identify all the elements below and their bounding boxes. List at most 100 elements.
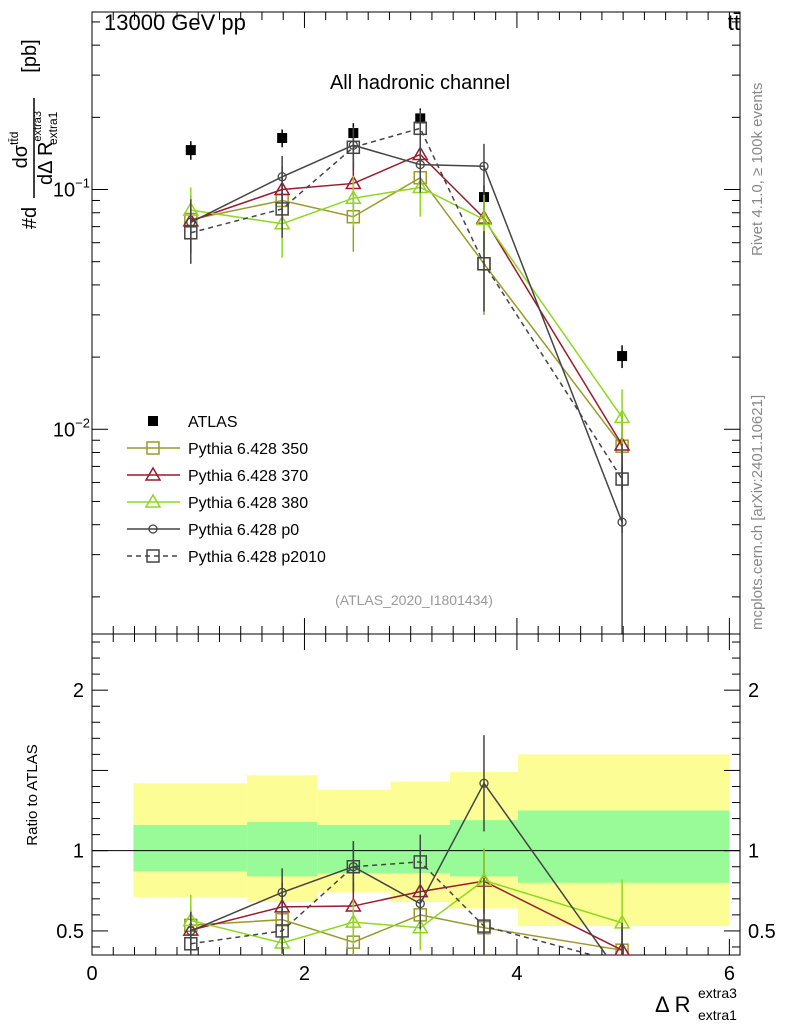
x-tick-label: 2	[299, 963, 310, 985]
main-data-point	[184, 226, 198, 240]
chart-title: All hadronic channel	[330, 72, 510, 94]
legend-entry: Pythia 6.428 380	[127, 493, 308, 512]
main-data-point	[617, 351, 628, 362]
legend-entry: Pythia 6.428 370	[127, 466, 308, 485]
main-panel: 110−110−2 All hadronic channel (ATLAS_20…	[53, 11, 741, 635]
ratio-y-tick-label: 1	[73, 841, 84, 863]
legend-entry: Pythia 6.428 p2010	[127, 549, 326, 566]
main-y-tick-exp: −1	[75, 176, 90, 191]
ratio-y-tick-label: 0.5	[56, 921, 84, 943]
main-data-point	[277, 132, 288, 143]
main-data-point	[615, 472, 629, 486]
legend-label: Pythia 6.428 p2010	[188, 549, 326, 566]
legend-label: Pythia 6.428 370	[188, 468, 308, 485]
ratio-band-inner	[133, 824, 248, 872]
x-tick-label: 4	[511, 963, 522, 985]
ratio-series-line	[190, 880, 623, 951]
main-axes: 110−110−2	[53, 11, 741, 635]
ratio-bands	[133, 754, 730, 927]
x-tick-label: 0	[86, 963, 97, 985]
x-tick-label: 6	[724, 963, 735, 985]
ratio-series-line	[190, 781, 608, 955]
xlabel-base: Δ R	[655, 992, 690, 1017]
main-series-line	[190, 186, 623, 418]
rivet-label: Rivet 4.1.0, ≥ 100k events	[749, 83, 766, 256]
legend-marker	[146, 441, 160, 455]
ratio-data-point	[184, 937, 198, 951]
ratio-series-line	[190, 914, 623, 951]
x-axis-label: Δ R extra3 extra1	[655, 985, 737, 1023]
main-data-point	[185, 145, 196, 156]
ratio-data-point	[479, 778, 489, 788]
main-series-line	[190, 127, 623, 480]
ratio-y-axis-label: Ratio to ATLAS	[24, 744, 41, 845]
energy-label: 13000 GeV pp	[104, 10, 246, 35]
main-data-point	[413, 121, 427, 136]
legend-label: Pythia 6.428 380	[188, 495, 308, 512]
ratio-data-point	[275, 924, 289, 938]
main-data-point	[346, 140, 361, 155]
ylabel-unit: [pb]	[19, 39, 41, 72]
legend: ATLAS Pythia 6.428 350 Pythia 6.428 370 Pyt…	[127, 414, 326, 566]
ratio-band-inner	[517, 810, 730, 883]
main-series-3	[182, 164, 631, 457]
main-y-tick-label: 10−1	[53, 176, 90, 202]
ratio-data-point	[614, 941, 630, 955]
ratio-series-line	[190, 861, 595, 955]
ylabel-den-sup: extra3	[32, 111, 44, 142]
ratio-data-point	[413, 855, 427, 869]
ratio-data-point	[618, 973, 626, 981]
main-y-tick-base: 10	[53, 180, 75, 202]
mcplots-label: mcplots.cern.ch [arXiv:2401.10621]	[749, 395, 766, 630]
legend-entry: Pythia 6.428 p0	[127, 522, 299, 539]
ratio-data-point	[345, 913, 362, 928]
svg-text:#d: #d	[19, 207, 41, 229]
ratio-y-tick-label: 2	[73, 680, 84, 702]
main-frame	[91, 11, 741, 635]
ratio-data-point	[616, 957, 628, 969]
ylabel-num-base: dσ	[10, 144, 32, 168]
main-data-point	[479, 161, 489, 171]
ratio-series-4	[184, 834, 628, 969]
main-data-point	[345, 189, 362, 204]
legend-entry: ATLAS	[148, 414, 238, 431]
ylabel-den-sub: extra1	[46, 111, 60, 145]
main-series-line	[190, 153, 623, 446]
ratio-band-inner	[247, 821, 318, 877]
main-data-point	[477, 257, 491, 271]
main-series-5	[184, 109, 629, 533]
main-data-point	[275, 202, 289, 216]
legend-marker	[144, 493, 162, 508]
legend-label: Pythia 6.428 p0	[188, 522, 299, 539]
ratio-data-point	[411, 919, 429, 934]
ratio-series-line	[190, 879, 623, 944]
ratio-axes: 0.5 0.5 1 1 2 2 0 2 4 6	[56, 633, 776, 985]
ratio-panel: 0.5 0.5 1 1 2 2 0 2 4 6	[56, 633, 776, 985]
svg-text:Δ R: Δ R	[655, 992, 690, 1017]
main-y-tick-exp: −2	[75, 415, 90, 430]
legend-marker	[148, 416, 158, 426]
ratio-data-point	[277, 887, 287, 898]
ratio-frame	[91, 633, 741, 956]
xlabel-sub: extra1	[698, 1007, 737, 1023]
ratio-y-tick-label-right: 0.5	[748, 921, 776, 943]
main-series-line	[190, 144, 623, 523]
svg-text:dσtt̄d: dσtt̄d	[7, 132, 32, 169]
main-data-point	[277, 172, 287, 182]
analysis-label: (ATLAS_2020_I1801434)	[335, 592, 493, 608]
main-data-point	[415, 159, 425, 170]
legend-marker	[146, 549, 160, 563]
ylabel-num-sup: tt̄d	[7, 132, 21, 145]
ratio-data-point	[415, 898, 425, 909]
xlabel-sup: extra3	[698, 985, 737, 1001]
main-data-point	[613, 408, 631, 424]
main-series-line	[190, 176, 623, 447]
main-y-axis-label: #d dσtt̄d dΔ Rextra3 extra1 [pb]	[7, 39, 60, 229]
process-label: tt̄	[728, 10, 740, 35]
main-series-layer	[182, 108, 631, 634]
main-data-point	[475, 210, 493, 226]
main-y-tick-base: 10	[53, 419, 75, 441]
ylabel-den-base: dΔ R	[35, 142, 57, 185]
